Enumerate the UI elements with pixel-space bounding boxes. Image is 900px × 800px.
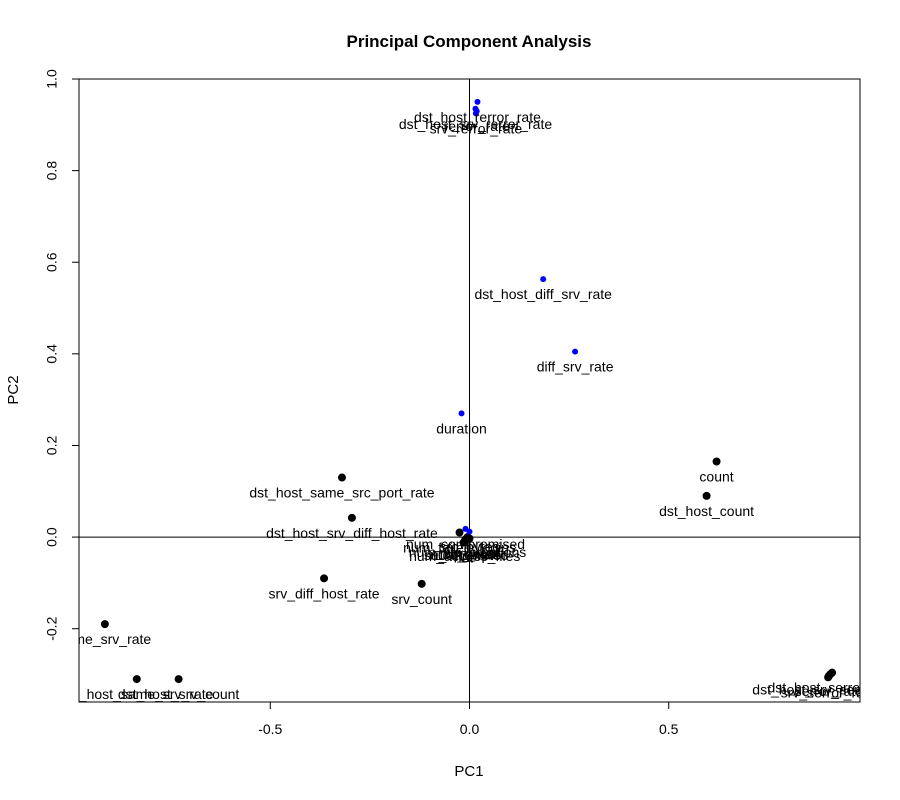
point-label: srv_count bbox=[391, 591, 452, 607]
data-point bbox=[458, 410, 465, 417]
plot-frame bbox=[78, 78, 861, 703]
data-point bbox=[540, 276, 547, 283]
point-labels: count dst_host_count dst_host_same_src_por… bbox=[59, 109, 900, 702]
point-label: count bbox=[699, 469, 733, 485]
data-point bbox=[466, 528, 473, 535]
data-point bbox=[455, 528, 464, 537]
y-tick-label: 0.8 bbox=[44, 161, 60, 181]
y-tick-label: 0.0 bbox=[44, 527, 60, 547]
point-label: srv_diff_host_rate bbox=[269, 585, 380, 601]
point-label: dst_host_serror_rate bbox=[768, 680, 897, 696]
data-point bbox=[459, 538, 468, 547]
chart-title: Principal Component Analysis bbox=[347, 32, 592, 51]
point-label: dst_host_diff_srv_rate bbox=[474, 286, 612, 302]
point-label: src_bytes bbox=[440, 539, 500, 555]
point-label: dst_host_srv_count bbox=[118, 686, 240, 702]
point-label: num_root bbox=[440, 545, 499, 561]
data-point bbox=[824, 673, 833, 682]
point-label: dst_host_srv_diff_host_rate bbox=[266, 525, 438, 541]
y-tick-label: 1.0 bbox=[44, 69, 60, 89]
point-label: num_failed_logins bbox=[403, 540, 516, 556]
point-label: duration bbox=[436, 420, 487, 436]
x-tick-label: 0.5 bbox=[659, 721, 679, 737]
data-point bbox=[174, 675, 183, 684]
data-point bbox=[712, 457, 721, 466]
point-label: dst_host_same_src_port_rate bbox=[249, 485, 434, 501]
data-point bbox=[702, 491, 711, 500]
data-point bbox=[132, 675, 141, 684]
y-tick-label: 0.6 bbox=[44, 252, 60, 272]
point-label: root_shell bbox=[438, 546, 499, 562]
point-label: num_compromised bbox=[406, 536, 525, 552]
data-point bbox=[347, 513, 356, 522]
point-label: diff_srv_rate bbox=[537, 359, 614, 375]
data-point bbox=[337, 473, 346, 482]
point-label: rerror_rate bbox=[444, 118, 510, 134]
point-label: num_file_creations bbox=[409, 544, 527, 560]
data-point bbox=[320, 574, 329, 583]
y-tick-label: 0.4 bbox=[44, 344, 60, 364]
x-tick-label: -0.5 bbox=[258, 721, 282, 737]
point-label: same_srv_rate bbox=[59, 631, 152, 647]
point-label: hot bbox=[454, 550, 474, 566]
point-label: srv_rerror_rate bbox=[430, 120, 523, 136]
y-axis-label: PC2 bbox=[5, 375, 22, 404]
point-label: num_access_files bbox=[409, 548, 520, 564]
point-label: serror_rate bbox=[795, 683, 864, 699]
point-label: dst_host_rerror_rate bbox=[414, 109, 541, 125]
point-label: dst_host_srv_serror_rate bbox=[752, 682, 900, 698]
data-point bbox=[417, 579, 426, 588]
y-tick-label: -0.2 bbox=[44, 616, 60, 640]
x-axis-label: PC1 bbox=[454, 763, 483, 780]
data-point bbox=[572, 348, 579, 355]
data-point bbox=[100, 620, 109, 629]
point-label: srv_serror_rate bbox=[781, 684, 876, 700]
y-tick-label: 0.2 bbox=[44, 436, 60, 456]
point-label: dst_host_same_srv_rate bbox=[60, 686, 214, 702]
point-label: dst_host_srv_rerror_rate bbox=[399, 116, 553, 132]
data-point bbox=[474, 98, 481, 105]
data-point bbox=[472, 110, 479, 117]
axis-ticks: -0.5 0.0 0.5 -0.2 0.0 0.2 0.4 0.6 0.8 1.0 bbox=[44, 69, 679, 737]
point-label: su_attempted bbox=[424, 547, 509, 563]
x-tick-label: 0.0 bbox=[460, 721, 480, 737]
point-label: dst_host_count bbox=[659, 503, 754, 519]
data-points bbox=[100, 98, 837, 684]
point-label: num_shells bbox=[430, 546, 501, 562]
